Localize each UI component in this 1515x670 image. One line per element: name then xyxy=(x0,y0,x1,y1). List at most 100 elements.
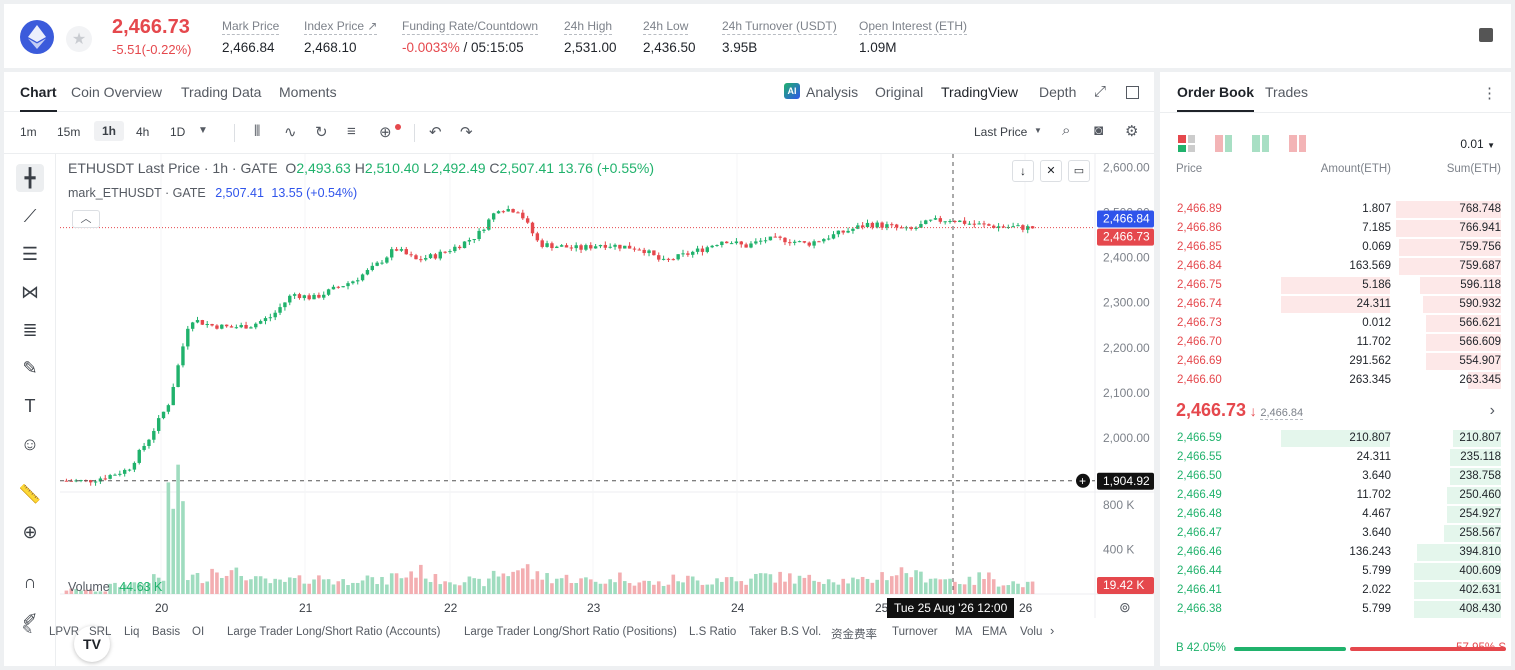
interval-15m[interactable]: 15m xyxy=(57,125,81,139)
tab-moments[interactable]: Moments xyxy=(279,84,337,100)
hlines-tool-icon[interactable]: ☰ xyxy=(21,243,39,264)
interval-1m[interactable]: 1m xyxy=(20,125,37,139)
candle-type-icon[interactable]: ⫴ xyxy=(254,123,261,140)
tab-coin-overview[interactable]: Coin Overview xyxy=(71,84,163,100)
tab-order-book[interactable]: Order Book xyxy=(1177,84,1255,112)
bid-row[interactable]: 2,466.44 5.799 400.609 xyxy=(1160,562,1511,581)
stat-index-price[interactable]: Index Price ↗ 2,468.10 xyxy=(304,18,378,55)
candlestick-chart[interactable]: 2,600.002,500.002,400.002,300.002,200.00… xyxy=(60,154,1154,618)
ruler-tool-icon[interactable]: 📏 xyxy=(18,483,42,504)
tab-original[interactable]: Original xyxy=(875,84,924,100)
indicator-9[interactable]: 资金费率 xyxy=(831,629,877,641)
pattern-tool-icon[interactable]: ⋈ xyxy=(21,281,39,302)
bid-row[interactable]: 2,466.38 5.799 408.430 xyxy=(1160,600,1511,619)
search-icon[interactable]: ⌕ xyxy=(1062,122,1071,139)
undo-icon[interactable]: ↶ xyxy=(429,124,442,141)
indicator-6[interactable]: Large Trader Long/Short Ratio (Positions… xyxy=(464,626,677,638)
tab-tradingview[interactable]: TradingView xyxy=(941,84,1019,100)
favorite-star-icon[interactable]: ★ xyxy=(66,26,92,52)
indicator-3[interactable]: Basis xyxy=(152,626,181,638)
view-bids-icon[interactable] xyxy=(1252,135,1269,152)
ask-row[interactable]: 2,466.86 7.185 766.941 xyxy=(1160,219,1511,238)
ask-row[interactable]: 2,466.73 0.012 566.621 xyxy=(1160,314,1511,333)
indicator-13[interactable]: Volu xyxy=(1020,626,1043,638)
ask-row[interactable]: 2,466.84 163.569 759.687 xyxy=(1160,257,1511,276)
collapse-legend-button[interactable]: ︿ xyxy=(72,210,100,228)
indicator-12[interactable]: EMA xyxy=(982,626,1007,638)
bid-row[interactable]: 2,466.41 2.022 402.631 xyxy=(1160,581,1511,600)
indicator-5[interactable]: Large Trader Long/Short Ratio (Accounts) xyxy=(227,626,441,638)
indicator-7[interactable]: L.S Ratio xyxy=(689,626,737,638)
indicator-10[interactable]: Turnover xyxy=(892,626,938,638)
pencil-lock-icon[interactable]: ✐ xyxy=(22,609,38,630)
ask-row[interactable]: 2,466.70 11.702 566.609 xyxy=(1160,333,1511,352)
interval-dropdown-icon[interactable]: ▼ xyxy=(198,125,208,136)
ask-row[interactable]: 2,466.74 24.311 590.932 xyxy=(1160,295,1511,314)
indicators-icon[interactable]: ∿ xyxy=(284,124,297,141)
ask-row[interactable]: 2,466.85 0.069 759.756 xyxy=(1160,238,1511,257)
ai-analysis-icon[interactable]: AI xyxy=(784,83,800,99)
brush-tool-icon[interactable]: ✎ xyxy=(22,357,38,378)
scroll-down-icon[interactable]: ↓ xyxy=(1012,160,1034,182)
tab-trading-data[interactable]: Trading Data xyxy=(181,84,262,100)
tab-chart[interactable]: Chart xyxy=(20,84,57,112)
tab-depth[interactable]: Depth xyxy=(1039,84,1077,100)
interval-1d[interactable]: 1D xyxy=(170,125,186,139)
tab-trades[interactable]: Trades xyxy=(1265,84,1309,100)
magnet-tool-icon[interactable]: ∩ xyxy=(23,571,37,592)
indicator-11[interactable]: MA xyxy=(955,626,973,638)
text-tool-icon[interactable]: T xyxy=(24,395,36,416)
redo-icon[interactable]: ↷ xyxy=(460,124,473,141)
price-source-caret-icon[interactable]: ▼ xyxy=(1034,126,1042,135)
crosshair-tool-icon[interactable]: ╋ xyxy=(16,164,44,192)
view-both-icon[interactable] xyxy=(1178,135,1195,152)
bid-row[interactable]: 2,466.49 11.702 250.460 xyxy=(1160,486,1511,505)
interval-1h[interactable]: 1h xyxy=(94,121,125,141)
scroll-right-chevron-icon[interactable]: › xyxy=(1050,623,1055,638)
bid-row[interactable]: 2,466.48 4.467 254.927 xyxy=(1160,505,1511,524)
bid-row[interactable]: 2,466.55 24.311 235.118 xyxy=(1160,448,1511,467)
ask-row[interactable]: 2,466.89 1.807 768.748 xyxy=(1160,200,1511,219)
ask-row[interactable]: 2,466.75 5.186 596.118 xyxy=(1160,276,1511,295)
row-amount: 263.345 xyxy=(1349,374,1391,386)
replay-icon[interactable]: ↻ xyxy=(315,124,328,141)
camera-icon[interactable]: ◙ xyxy=(1094,122,1104,139)
more-options-icon[interactable]: ⋮ xyxy=(1482,85,1497,102)
book-icon[interactable] xyxy=(1479,28,1493,42)
settings-gear-icon[interactable]: ⚙ xyxy=(1125,123,1139,140)
emoji-tool-icon[interactable]: ☺ xyxy=(20,433,40,454)
fullscreen-chart-icon[interactable]: ▭ xyxy=(1068,160,1090,182)
templates-icon[interactable]: ≡ xyxy=(347,123,356,140)
settings-circle-icon[interactable]: ⊚ xyxy=(1119,599,1131,615)
chart-plot-area[interactable]: 2,600.002,500.002,400.002,300.002,200.00… xyxy=(60,154,1154,666)
indicator-2[interactable]: Liq xyxy=(124,626,140,638)
indicator-4[interactable]: OI xyxy=(192,626,205,638)
stat-value: 2,531.00 xyxy=(564,40,617,55)
bid-row[interactable]: 2,466.46 136.243 394.810 xyxy=(1160,543,1511,562)
precision-select[interactable]: 0.01 ▼ xyxy=(1460,137,1495,151)
indicator-8[interactable]: Taker B.S Vol. xyxy=(749,626,822,638)
fib-tool-icon[interactable]: ≣ xyxy=(22,319,38,340)
view-split-icon[interactable] xyxy=(1215,135,1232,152)
volume-bar xyxy=(788,573,792,594)
interval-4h[interactable]: 4h xyxy=(136,125,150,139)
bid-row[interactable]: 2,466.50 3.640 238.758 xyxy=(1160,467,1511,486)
tab-analysis[interactable]: Analysis xyxy=(806,84,859,100)
indicator-1[interactable]: SRL xyxy=(89,626,112,638)
bid-row[interactable]: 2,466.59 210.807 210.807 xyxy=(1160,429,1511,448)
indicator-0[interactable]: LPVR xyxy=(49,626,80,638)
collapse-icon[interactable]: ✕ xyxy=(1040,160,1062,182)
mid-price-row[interactable]: 2,466.73 ↓ 2,466.84 xyxy=(1176,400,1304,421)
add-plus-icon[interactable]: ⊕ xyxy=(379,124,392,141)
edit-indicators-icon[interactable]: ✎ xyxy=(22,622,33,637)
trendline-tool-icon[interactable]: ⟋ xyxy=(23,205,37,226)
bid-row[interactable]: 2,466.47 3.640 258.567 xyxy=(1160,524,1511,543)
view-asks-icon[interactable] xyxy=(1289,135,1306,152)
price-source-select[interactable]: Last Price xyxy=(974,125,1028,139)
ask-row[interactable]: 2,466.60 263.345 263.345 xyxy=(1160,371,1511,390)
fullscreen-icon[interactable]: ⤢ xyxy=(1094,83,1107,100)
zoom-in-tool-icon[interactable]: ⊕ xyxy=(22,521,38,542)
ask-row[interactable]: 2,466.69 291.562 554.907 xyxy=(1160,352,1511,371)
window-icon[interactable] xyxy=(1126,86,1139,99)
chevron-right-icon[interactable]: › xyxy=(1489,402,1495,419)
